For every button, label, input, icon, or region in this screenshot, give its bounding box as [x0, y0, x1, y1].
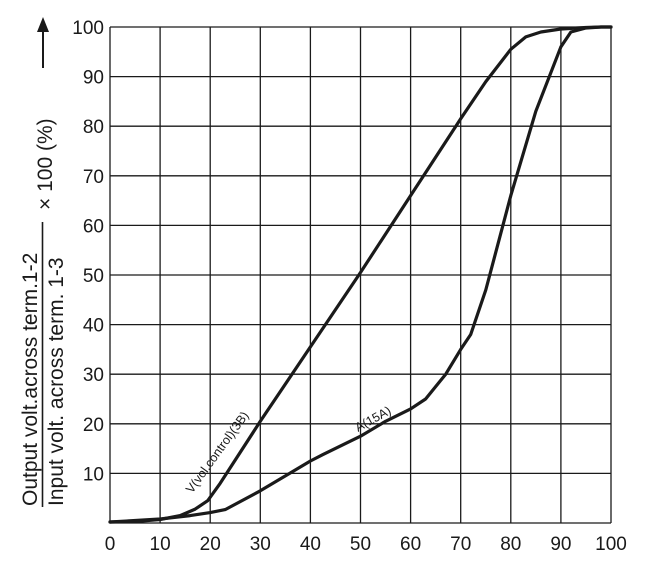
x-tick-label: 30: [250, 534, 271, 555]
y-tick-label: 70: [83, 167, 104, 188]
x-tick-label: 90: [550, 534, 571, 555]
y-tick-label: 60: [83, 216, 104, 237]
series-line-v-vol-control: [108, 25, 613, 524]
y-tick-label: 50: [83, 266, 104, 287]
grid: [109, 26, 612, 524]
y-label-denominator: Input volt. across term. 1-3: [45, 257, 68, 506]
arrow-up-icon: [37, 17, 49, 68]
x-tick-label: 70: [450, 534, 471, 555]
x-tick-label: 40: [300, 534, 321, 555]
x-tick-label: 20: [200, 534, 221, 555]
curves: [108, 25, 613, 524]
x-tick-label: 10: [150, 534, 171, 555]
y-tick-label: 80: [83, 117, 104, 138]
y-label-numerator: Output volt.across term.1-2: [19, 253, 42, 506]
x-tick-label: 80: [500, 534, 521, 555]
y-tick-label: 30: [83, 365, 104, 386]
y-tick-label: 100: [72, 18, 104, 39]
y-axis-label: Output volt.across term.1-2 Input volt. …: [19, 17, 68, 507]
y-tick-labels: 10 20 30 40 50 60 70 80 90 100: [72, 18, 104, 485]
y-label-suffix: × 100 (%): [34, 118, 57, 210]
y-tick-label: 90: [83, 68, 104, 89]
series-line-a-15a: [108, 25, 613, 524]
x-tick-label: 60: [400, 534, 421, 555]
y-tick-label: 40: [83, 316, 104, 337]
x-tick-label: 50: [350, 534, 371, 555]
y-tick-label: 10: [83, 464, 104, 485]
curve-annotations: V(vol.control)(3B) A(15A): [183, 404, 393, 496]
x-tick-label: 0: [105, 534, 116, 555]
x-tick-labels: 0 10 20 30 40 50 60 70 80 90 100: [105, 534, 627, 555]
x-tick-label: 100: [595, 534, 627, 555]
y-tick-label: 20: [83, 415, 104, 436]
